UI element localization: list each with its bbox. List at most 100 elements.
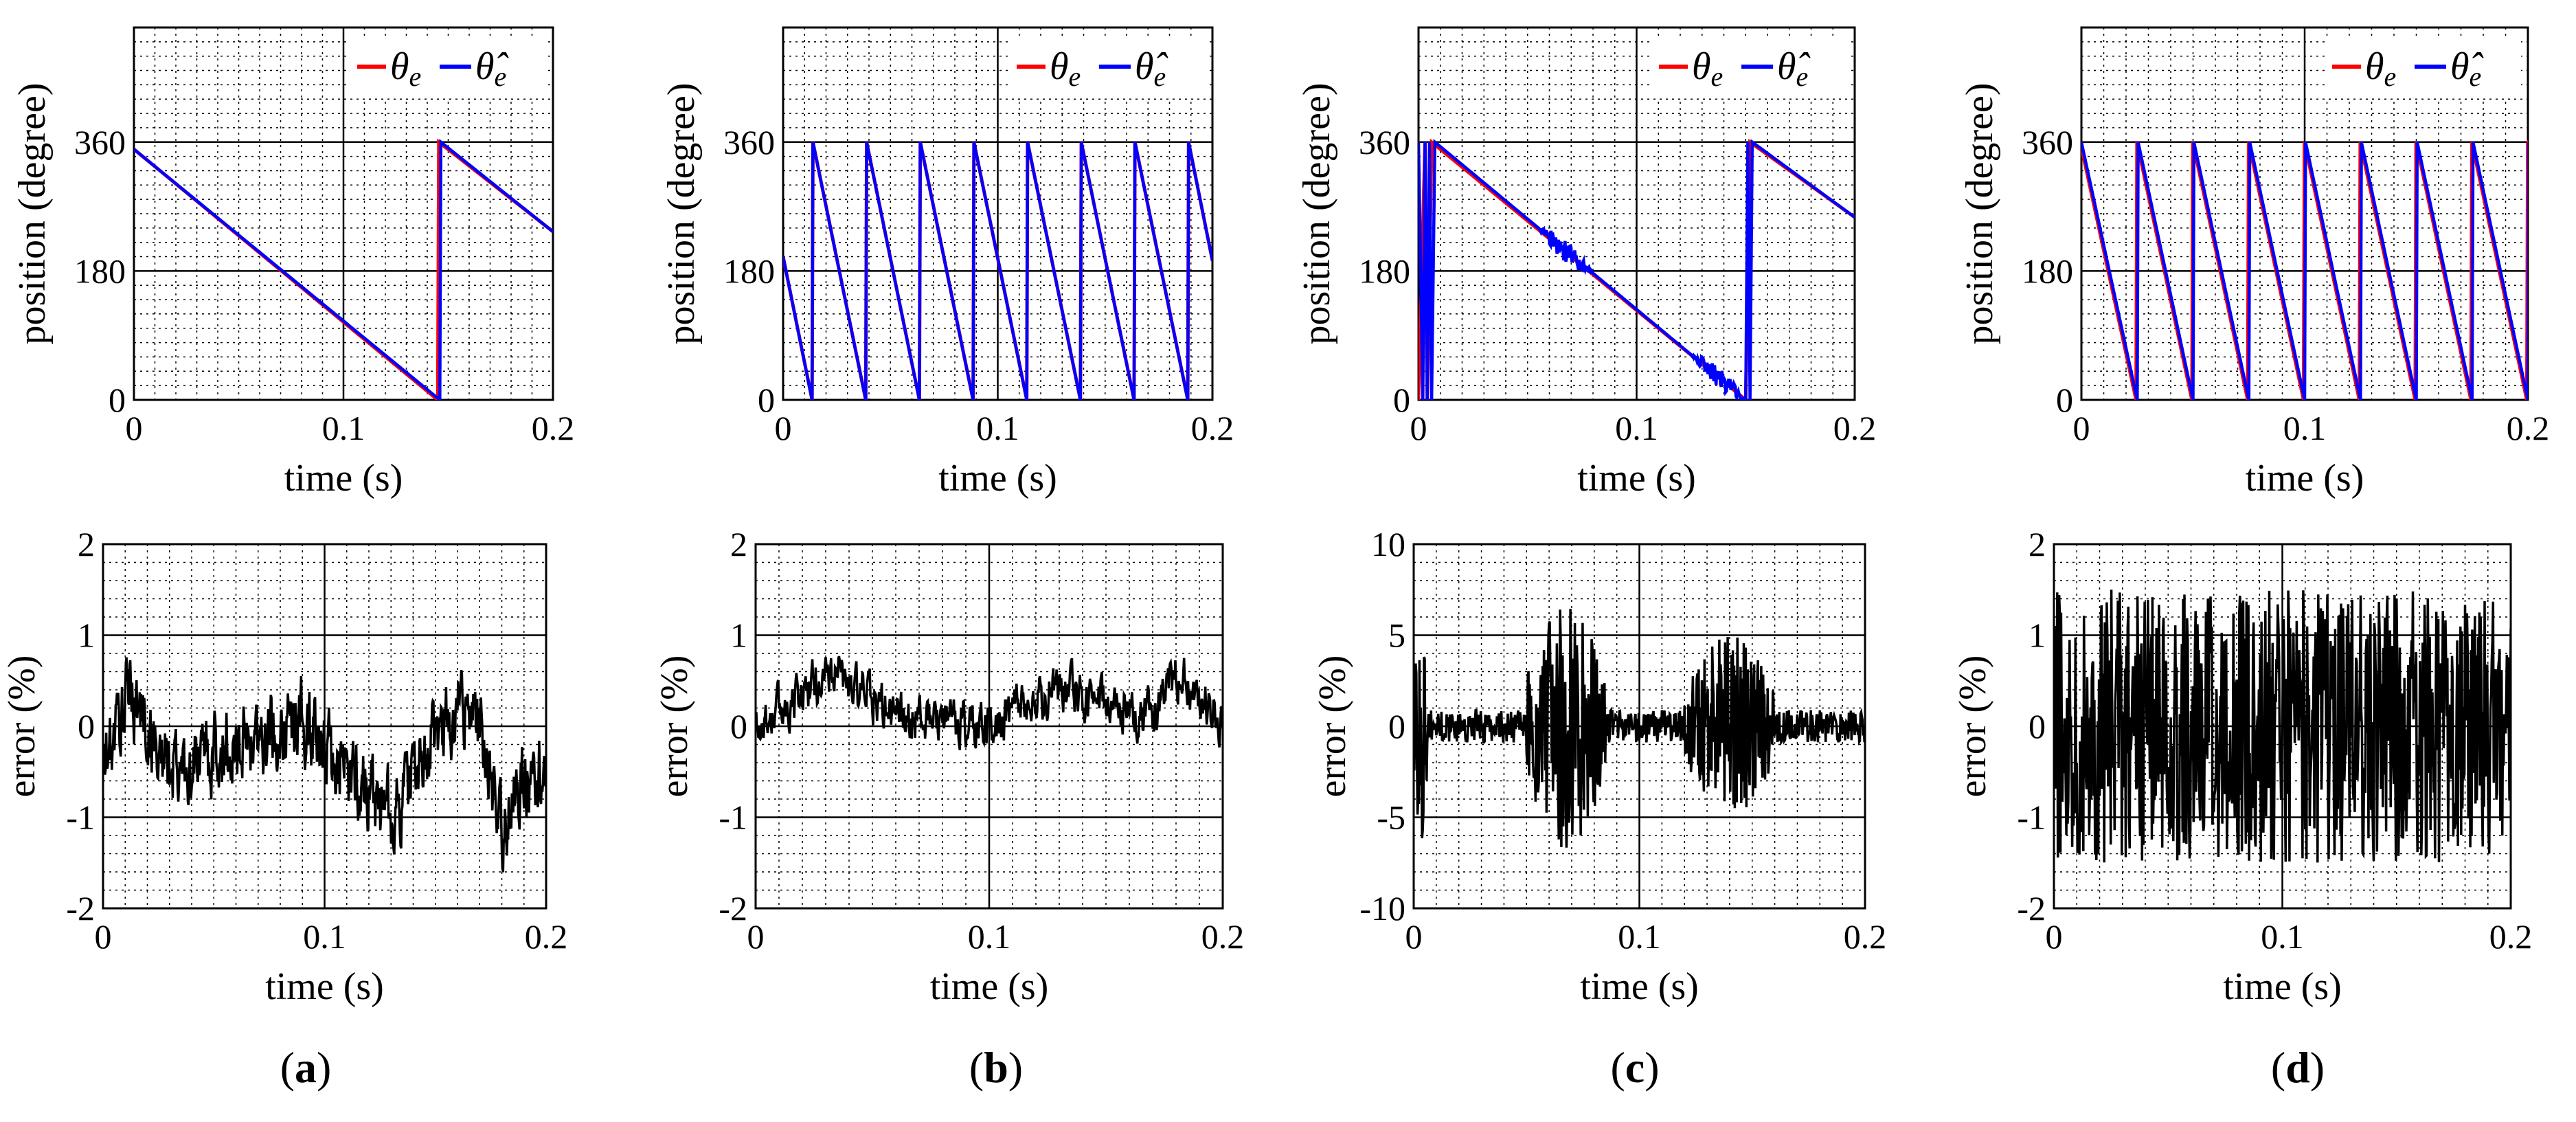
x-tick-label: 0.2 [2507,409,2550,447]
y-tick-label: 5 [1388,616,1405,655]
x-tick-label: 0.1 [1618,917,1661,956]
x-tick-label: 0.2 [525,917,568,956]
x-tick-label: 0.2 [1201,917,1245,956]
panel-letter: c [1625,1043,1645,1092]
x-axis-label: time (s) [930,965,1049,1008]
legend-sub-actual: e [2384,61,2397,92]
x-axis-label: time (s) [1577,457,1696,500]
series-group [103,657,546,873]
series-group [1419,138,1855,400]
legend-sub-estimated: e [2470,61,2482,92]
legend-sub-estimated: e [495,61,507,92]
y-tick-label: 0 [1393,381,1410,419]
x-tick-label: 0.2 [1833,409,1877,447]
x-axis-label: time (s) [2246,457,2364,500]
series-group [1414,609,1865,848]
panel-letter: a [295,1043,317,1092]
y-tick-label: 0 [109,381,126,419]
y-tick-label: 180 [2022,251,2073,290]
y-tick-label: 0 [1388,707,1405,745]
y-axis-label: position (degree) [1958,83,2001,345]
legend-label-estimated: θ̂e [1135,45,1168,92]
x-axis-label: time (s) [1580,965,1699,1008]
y-tick-label: 1 [78,616,95,655]
panel-label-b: (b) [969,1043,1023,1092]
legend: θe θ̂e [2325,37,2521,98]
series-line-estimated [2081,140,2528,400]
y-tick-label: 0 [758,381,775,419]
plot-error-d: 0 0.1 0.2 -2 -1 0 1 2 time (s) error (%) [1952,525,2532,1008]
y-axis-label: position (degree) [11,83,54,345]
series-line-estimated [783,142,1212,400]
y-tick-label: 1 [2029,616,2046,655]
legend: θe θ̂e [350,37,546,98]
error-line [1414,609,1865,848]
x-tick-label: 0 [2073,409,2090,447]
y-tick-label: 0 [2056,381,2073,419]
x-axis-label: time (s) [265,965,384,1008]
legend: θe θ̂e [1652,37,1848,98]
legend-label-actual: θe [1692,45,1723,92]
error-line [756,655,1223,750]
axes-frame [102,543,547,910]
x-tick-label: 0 [747,917,765,956]
y-tick-label: 2 [78,525,95,563]
y-axis-label: position (degree) [660,83,703,345]
x-tick-label: 0 [126,409,143,447]
axes-frame [782,26,1214,401]
x-tick-label: 0.2 [2489,917,2533,956]
legend-sub-estimated: e [1154,61,1166,92]
y-tick-label: 0 [730,707,747,745]
series-line-estimated [134,139,553,400]
plot-position-d: 0 0.1 0.2 0 180 360 time (s) position (degree) θ… [1958,26,2550,500]
x-tick-label: 0 [775,409,792,447]
series-line-estimated [1419,139,1855,400]
y-tick-label: 10 [1371,525,1405,563]
x-tick-label: 0 [95,917,112,956]
x-tick-label: 0.2 [532,409,575,447]
panel-label-d: (d) [2271,1043,2325,1092]
plot-error-b: 0 0.1 0.2 -2 -1 0 1 2 time (s) error (%) [653,525,1244,1008]
y-tick-label: -2 [66,889,95,928]
y-tick-label: -2 [719,889,747,928]
legend-label-actual: θe [1050,45,1081,92]
y-tick-label: -1 [2017,798,2046,837]
y-tick-label: 360 [1359,123,1410,161]
legend-sub-actual: e [1711,61,1724,92]
series-group [756,655,1223,750]
y-tick-label: -1 [66,798,95,837]
y-axis-label: error (%) [653,655,696,798]
x-tick-label: 0 [2046,917,2063,956]
y-tick-label: -5 [1377,798,1405,837]
panel-letter: b [984,1043,1008,1092]
y-tick-label: 1 [730,616,747,655]
x-tick-label: 0.1 [303,917,346,956]
plot-position-a: 0 0.1 0.2 0 180 360 time (s) position (degree) θ… [11,26,575,500]
y-tick-label: 360 [2022,123,2073,161]
legend-sub-estimated: e [1796,61,1809,92]
legend: θe θ̂e [1010,37,1206,98]
y-tick-label: 0 [2029,707,2046,745]
series-group [134,138,553,400]
plot-position-b: 0 0.1 0.2 0 180 360 time (s) position (degree) θ… [660,26,1234,500]
plot-error-a: 0 0.1 0.2 -2 -1 0 1 2 time (s) error (%) [1,525,567,1008]
y-tick-label: 2 [730,525,747,563]
y-tick-label: 2 [2029,525,2046,563]
x-tick-label: 0.1 [2261,917,2304,956]
x-axis-label: time (s) [284,457,403,500]
y-tick-label: 180 [723,251,775,290]
y-axis-label: position (degree) [1296,83,1338,345]
series-group [2081,140,2528,400]
panel-letter: d [2285,1043,2310,1092]
y-axis-label: error (%) [1,655,43,798]
x-tick-label: 0 [1405,917,1423,956]
x-tick-label: 0.1 [322,409,365,447]
x-tick-label: 0.1 [2283,409,2327,447]
y-tick-label: 180 [1359,251,1410,290]
x-tick-label: 0.2 [1844,917,1887,956]
y-tick-label: 180 [74,251,126,290]
x-axis-label: time (s) [938,457,1057,500]
legend-sub-actual: e [1069,61,1081,92]
x-tick-label: 0.2 [1191,409,1234,447]
legend-label-actual: θe [390,45,421,92]
